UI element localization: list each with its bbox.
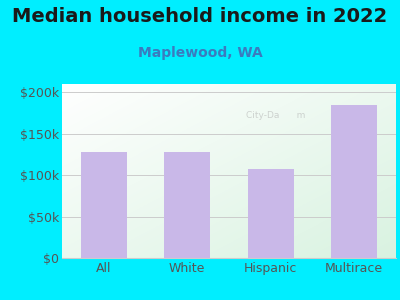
Bar [81,152,127,258]
Text: Maplewood, WA: Maplewood, WA [138,46,262,61]
Bar [248,169,294,258]
Text: Median household income in 2022: Median household income in 2022 [12,8,388,26]
Bar [164,152,210,258]
Text: City-Da      m: City-Da m [246,111,305,120]
Bar [331,105,377,258]
